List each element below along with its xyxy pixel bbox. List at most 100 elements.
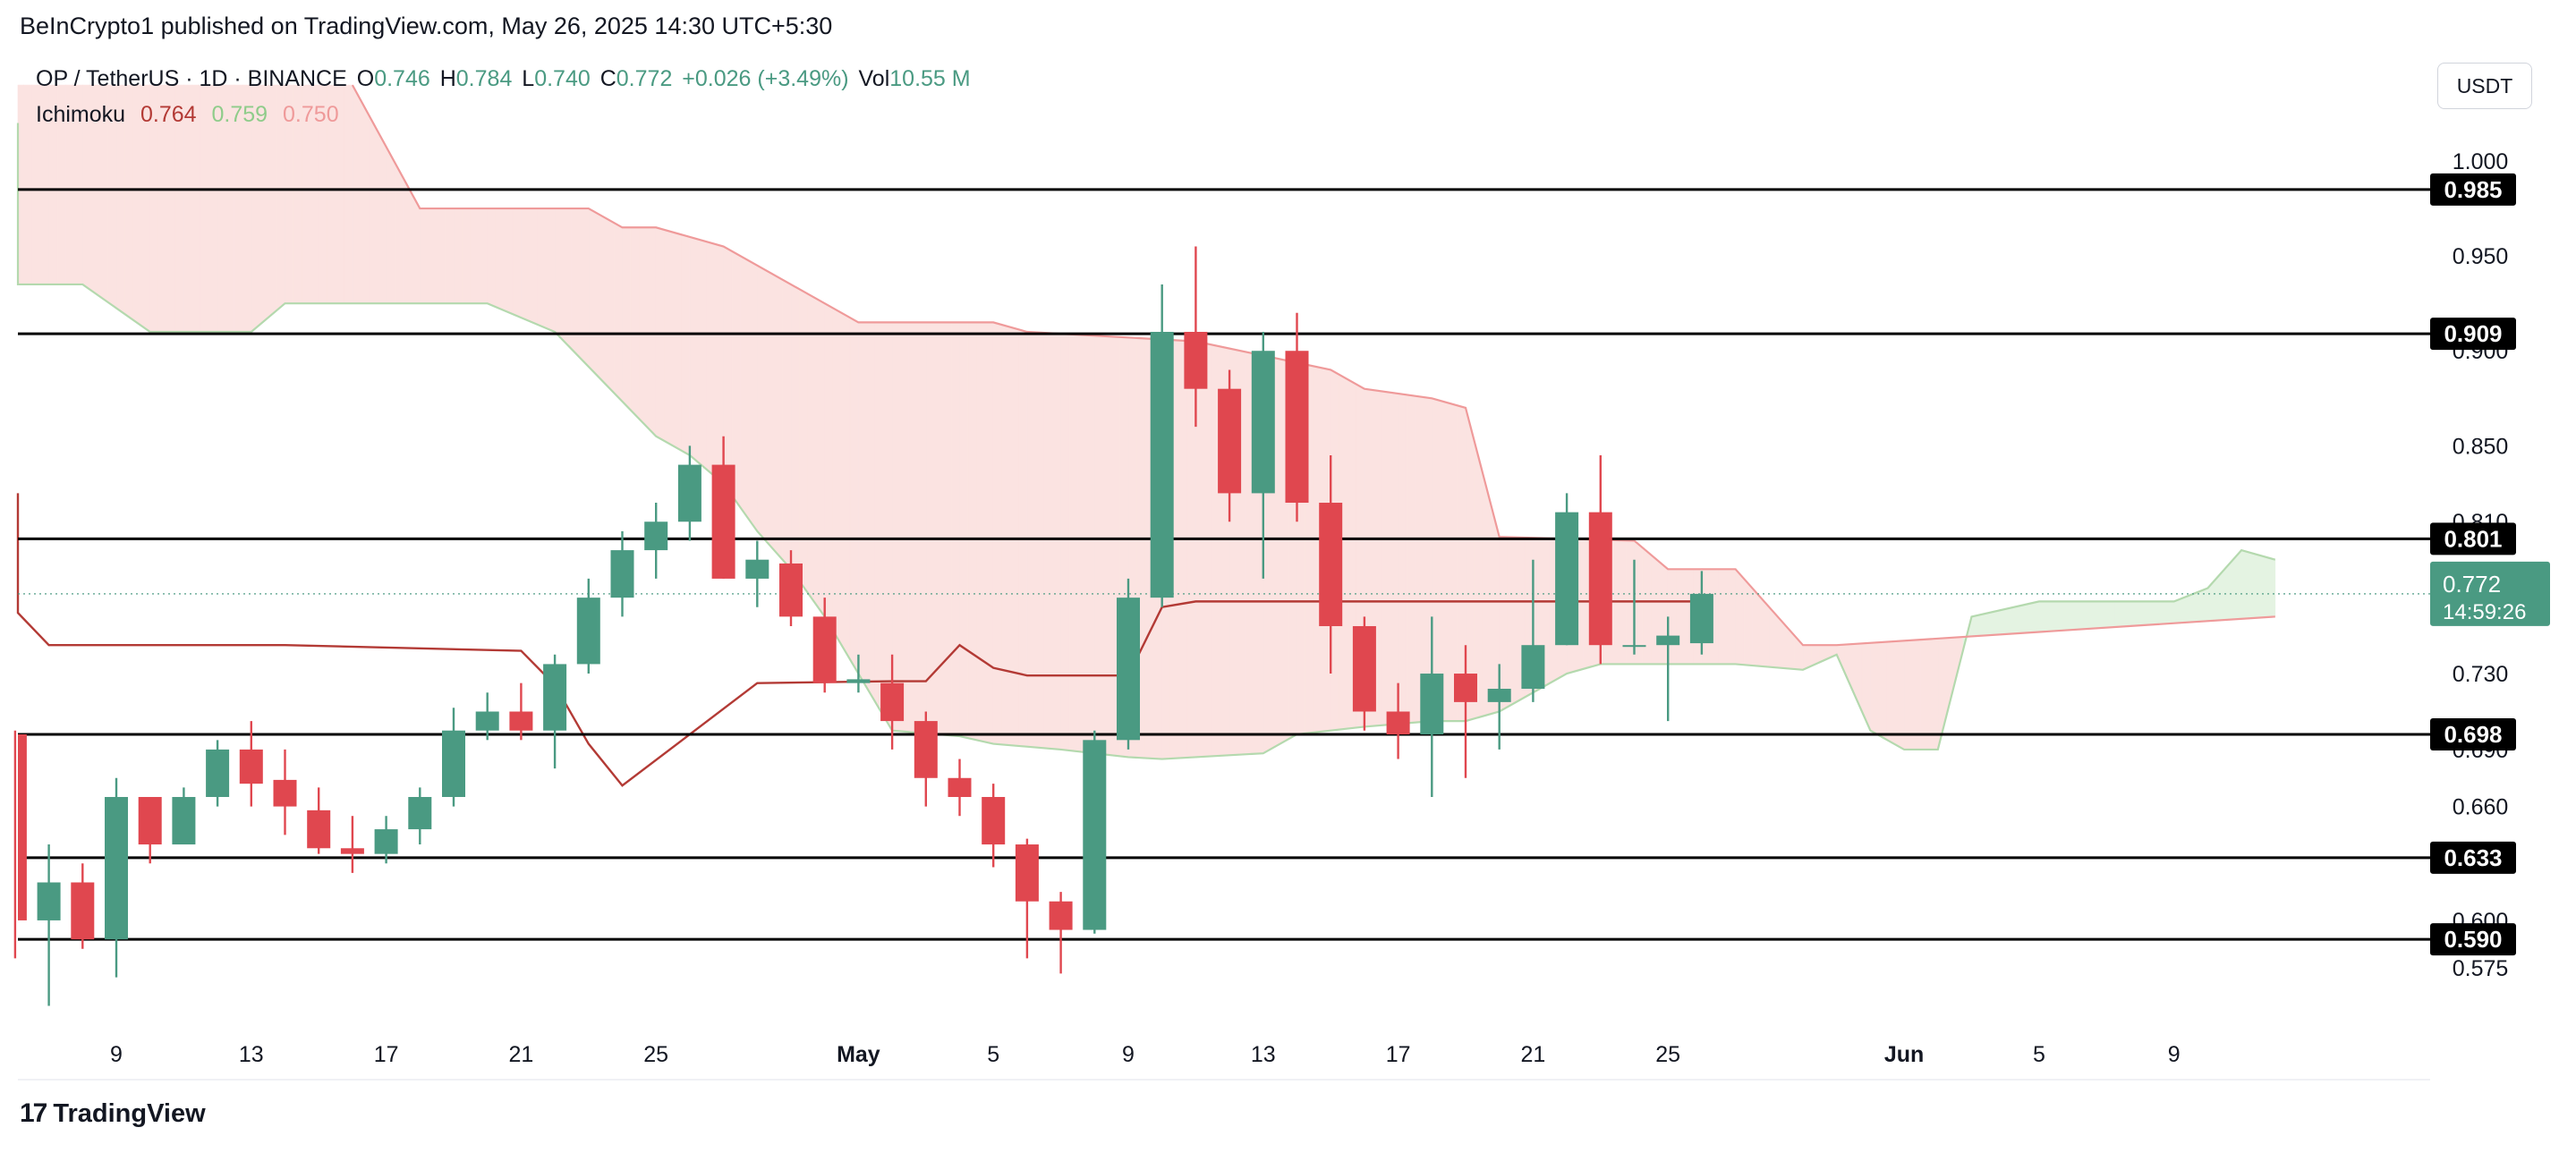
candle-body [812,616,837,683]
candle-down [307,787,331,854]
candle-up [1689,571,1713,655]
candle-body [374,829,398,854]
candle-down [1184,246,1208,428]
candle-down [13,730,27,959]
level-price-text: 0.985 [2444,176,2502,203]
candle-body [172,796,196,845]
cloud-segment-bearish [933,322,943,735]
cloud-segment-bearish [504,208,514,315]
cloud-segment-bullish [2114,601,2124,628]
cloud-segment-bullish [2013,605,2023,634]
candle-up [543,654,567,769]
cloud-segment-bearish [571,208,581,359]
cloud-segment-bearish [1507,537,1517,708]
cloud-segment-bearish [1186,340,1196,759]
cloud-segment-bearish [756,265,767,542]
cloud-segment-bearish [386,146,395,304]
candle-body [1454,674,1477,702]
candle-body [18,733,27,920]
candle-body [239,749,263,784]
cloud-segment-bearish [647,226,657,437]
cloud-segment-bullish [2249,552,2259,619]
candle-up [105,777,128,978]
cloud-segment-bearish [23,84,33,285]
candle-body [273,779,297,807]
cloud-segment-bearish [874,322,884,717]
candle-down [711,436,735,579]
cloud-segment-bearish [740,255,750,521]
candle-down [1352,616,1376,731]
cloud-segment-bearish [495,208,505,311]
cloud-segment-bearish [596,212,606,386]
cloud-segment-bullish [2198,588,2208,623]
level-price-text: 0.909 [2444,320,2502,347]
cloud-segment-bearish [858,322,868,690]
candle-down [273,749,297,835]
level-price-label [2430,173,2516,206]
candle-body [1319,503,1343,626]
candle-body [677,464,701,522]
last-price-label [2430,561,2550,626]
time-axis-tick: 9 [1122,1042,1135,1067]
cloud-segment-bearish [605,217,615,394]
cloud-segment-bearish [630,226,640,420]
cloud-segment-bearish [588,208,598,377]
level-price-label [2430,841,2516,874]
candle-body [779,563,803,617]
cloud-segment-bearish [512,208,522,318]
cloud-segment-bearish [891,322,901,732]
cloud-segment-bearish [344,84,353,304]
ichimoku-legend[interactable]: Ichimoku 0.764 0.759 0.750 [36,102,339,128]
cloud-segment-bearish [470,208,480,304]
candle-down [948,759,972,817]
cloud-segment-bearish [1094,335,1104,755]
tradingview-logo[interactable]: 17 TradingView [20,1098,206,1129]
last-price-value: 0.772 [2443,571,2501,598]
cloud-segment-bearish [976,322,986,742]
candle-down [239,721,263,807]
candle-up [37,844,61,1006]
candle-up [610,530,634,617]
symbol-name[interactable]: OP / TetherUS · 1D · BINANCE [36,66,347,91]
cloud-segment-bearish [1490,504,1500,715]
candle-body [475,711,499,731]
cloud-segment-bearish [950,322,960,737]
currency-button[interactable]: USDT [2437,63,2532,109]
candle-body [1015,844,1039,902]
cloud-segment-bearish [992,322,1002,745]
candle-down [1319,454,1343,674]
cloud-segment-bearish [462,208,472,304]
time-axis-tick: May [837,1042,880,1067]
candle-up [374,816,398,864]
candle-up [1656,616,1680,722]
candle-body [442,730,465,797]
cloud-segment-bearish [411,192,421,304]
cloud-segment-bullish [1988,610,1998,636]
candle-down [138,796,162,864]
volume-label: Vol [858,66,890,91]
cloud-segment-bullish [2164,601,2174,624]
cloud-segment-bearish [900,322,910,733]
candle-body [408,796,432,830]
candle-body [1285,351,1309,504]
cloud-segment-bearish [1659,561,1669,665]
time-axis-tick: 5 [2033,1042,2045,1067]
cloud-segment-bullish [2055,601,2065,632]
candle-body [543,664,567,731]
cloud-segment-bullish [2266,556,2276,618]
cloud-segment-bullish [2207,578,2217,622]
cloud-segment-bearish [1878,641,1888,741]
candle-body [880,682,905,722]
cloud-segment-bearish [883,322,893,732]
level-price-label [2430,717,2516,750]
cloud-segment-bearish [1102,335,1112,756]
candle-up [1150,284,1174,607]
candle-body [1420,674,1444,734]
open-label: O [356,66,375,91]
candle-body [1150,332,1174,598]
candle-up [1251,332,1275,579]
candle-body [307,810,331,849]
cloud-segment-bearish [790,284,800,582]
level-price-text: 0.633 [2444,844,2502,871]
